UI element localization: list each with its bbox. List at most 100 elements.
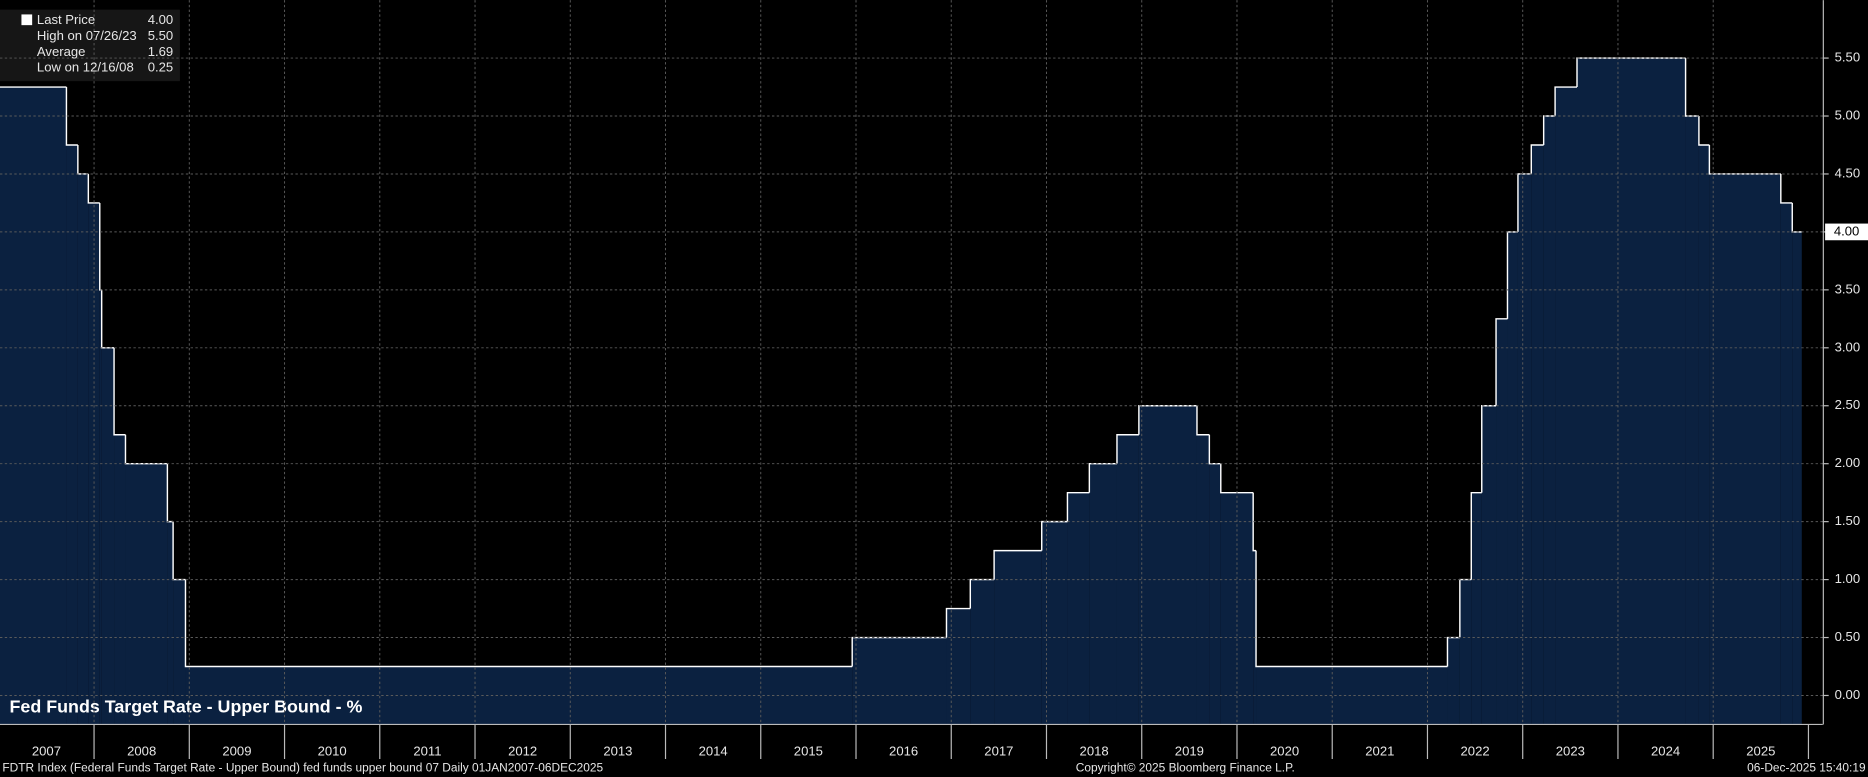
area-step xyxy=(167,521,174,725)
area-step xyxy=(1067,492,1090,725)
step-line xyxy=(1495,318,1508,406)
area-step xyxy=(66,144,78,725)
area-step xyxy=(1780,202,1793,725)
x-tick-label: 2010 xyxy=(318,743,347,758)
x-tick-label: 2025 xyxy=(1746,743,1775,758)
area-step xyxy=(1709,173,1781,725)
y-tick-label: 3.50 xyxy=(1835,281,1860,296)
step-line xyxy=(1196,405,1210,436)
x-tick-label: 2019 xyxy=(1175,743,1204,758)
step-line xyxy=(1255,550,1448,668)
y-tick-label: 5.00 xyxy=(1835,107,1860,122)
x-tick-label: 2024 xyxy=(1651,743,1680,758)
area-step xyxy=(1138,405,1197,725)
step-line xyxy=(1116,434,1139,464)
area-step xyxy=(1698,144,1710,725)
step-line xyxy=(1252,492,1257,552)
y-tick-label: 4.50 xyxy=(1835,165,1860,180)
x-tick-label: 2017 xyxy=(984,743,1013,758)
step-line xyxy=(1684,58,1699,117)
step-line xyxy=(969,578,995,609)
step-line xyxy=(1708,144,1781,175)
area-step xyxy=(77,173,89,725)
area-step xyxy=(1256,666,1448,725)
chart-title: Fed Funds Target Rate - Upper Bound - % xyxy=(10,696,363,716)
last-price-label: 4.00 xyxy=(1834,223,1859,238)
step-line xyxy=(1780,173,1793,204)
x-tick-label: 2007 xyxy=(32,743,61,758)
area-step xyxy=(101,347,115,725)
legend-value: 4.00 xyxy=(148,12,173,27)
area-step xyxy=(970,579,995,725)
area-step xyxy=(125,463,168,725)
y-tick-label: 5.50 xyxy=(1835,50,1860,65)
y-tick-label: 1.50 xyxy=(1835,513,1860,528)
area-step xyxy=(1792,231,1802,725)
area-step xyxy=(1116,434,1139,725)
legend-value: 1.69 xyxy=(148,44,173,59)
step-line xyxy=(184,579,853,668)
legend-label: High on 07/26/23 xyxy=(37,28,137,43)
area-step xyxy=(1209,463,1221,725)
legend-label: Last Price xyxy=(37,12,95,27)
step-line xyxy=(1220,463,1254,494)
legend-value: 5.50 xyxy=(148,28,173,43)
y-tick-label: 0.50 xyxy=(1835,629,1860,644)
y-tick-label: 1.00 xyxy=(1835,571,1860,586)
step-line xyxy=(945,607,971,638)
step-line xyxy=(87,173,100,204)
x-tick-label: 2022 xyxy=(1461,743,1490,758)
area-step xyxy=(1459,579,1472,725)
area-step xyxy=(1220,492,1254,725)
x-tick-label: 2016 xyxy=(889,743,918,758)
y-tick-label: 0.00 xyxy=(1835,687,1860,702)
step-line xyxy=(1470,491,1482,580)
y-tick-label: 3.00 xyxy=(1835,339,1860,354)
x-tick-label: 2013 xyxy=(603,743,632,758)
x-tick-label: 2014 xyxy=(699,743,728,758)
area-step xyxy=(852,637,947,725)
step-line xyxy=(993,549,1042,580)
step-line xyxy=(1554,86,1577,117)
step-line xyxy=(1698,116,1710,146)
legend-label: Average xyxy=(37,44,86,59)
legend-swatch xyxy=(21,14,33,26)
area-step xyxy=(1507,231,1518,725)
area-step xyxy=(1543,116,1556,725)
legend-value: 0.25 xyxy=(148,60,173,75)
x-tick-label: 2023 xyxy=(1556,743,1585,758)
area-step xyxy=(1517,173,1532,725)
step-line xyxy=(1066,491,1090,522)
y-tick-label: 2.00 xyxy=(1835,455,1860,470)
x-tick-label: 2009 xyxy=(222,743,251,758)
area-step xyxy=(173,579,186,725)
area-step xyxy=(1447,637,1460,725)
step-line xyxy=(1481,405,1497,493)
x-tick-label: 2018 xyxy=(1080,743,1109,758)
area-step xyxy=(1531,144,1544,725)
area-step xyxy=(1471,492,1482,725)
area-step xyxy=(946,608,971,725)
x-tick-label: 2021 xyxy=(1365,743,1394,758)
y-tick-label: 2.50 xyxy=(1835,397,1860,412)
area-step xyxy=(1555,87,1578,725)
area-step xyxy=(1089,463,1117,725)
footer-right: 06-Dec-2025 15:40:19 xyxy=(1747,761,1866,775)
last-price-tag xyxy=(1825,223,1868,241)
x-tick-label: 2020 xyxy=(1270,743,1299,758)
footer-center: Copyright© 2025 Bloomberg Finance L.P. xyxy=(1076,761,1295,775)
area-step xyxy=(1685,116,1699,725)
legend-label: Low on 12/16/08 xyxy=(37,60,134,75)
footer-left: FDTR Index (Federal Funds Target Rate - … xyxy=(2,761,603,775)
x-tick-label: 2015 xyxy=(794,743,823,758)
step-line xyxy=(113,347,126,436)
step-line xyxy=(1530,144,1544,174)
area-step xyxy=(1577,58,1686,725)
x-tick-label: 2012 xyxy=(508,743,537,758)
step-line xyxy=(1542,115,1556,145)
x-tick-label: 2008 xyxy=(127,743,156,758)
x-tick-label: 2011 xyxy=(413,743,441,758)
area-step xyxy=(99,289,102,725)
